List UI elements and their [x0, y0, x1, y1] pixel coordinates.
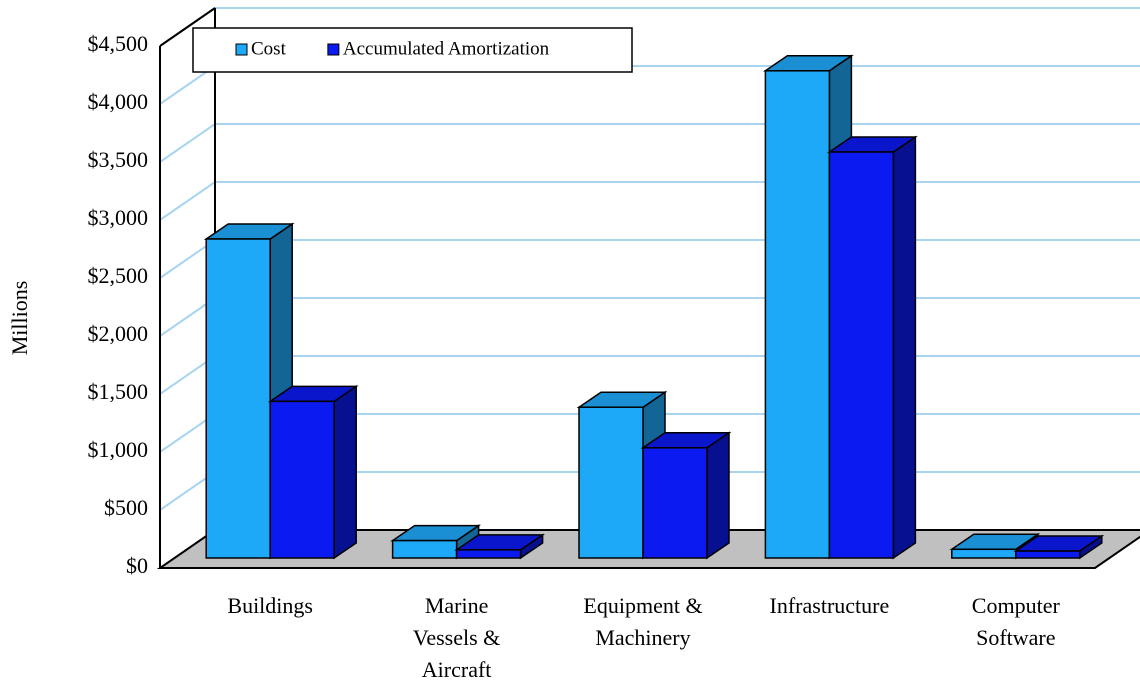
y-tick-label: $4,000 — [88, 89, 149, 114]
y-tick-label: $500 — [104, 495, 148, 520]
bar — [205, 238, 271, 559]
legend-label: Cost — [251, 38, 287, 59]
y-tick-label: $4,500 — [88, 31, 149, 56]
bar-side — [892, 135, 917, 560]
bar — [269, 400, 335, 559]
wall-top-edge — [159, 7, 216, 47]
y-tick-label: $2,000 — [88, 321, 149, 346]
bar — [455, 549, 522, 559]
y-axis-label: Millions — [7, 281, 32, 356]
y-tick-label: $0 — [126, 553, 148, 578]
bar — [391, 539, 458, 559]
x-tick-label: Equipment & Machinery — [583, 593, 703, 650]
legend-swatch — [327, 43, 340, 56]
bar — [1015, 550, 1081, 559]
bar — [578, 406, 644, 559]
x-tick-label: Infrastructure — [769, 593, 890, 618]
y-tick-label: $3,500 — [88, 147, 149, 172]
bar — [828, 151, 895, 559]
grid-line — [159, 297, 1140, 337]
bar — [764, 70, 831, 559]
grid-line — [159, 239, 1140, 279]
legend-label: Accumulated Amortization — [343, 38, 550, 59]
y-tick-label: $3,000 — [88, 205, 149, 230]
grid-line — [159, 181, 1140, 221]
y-tick-label: $2,500 — [88, 263, 149, 288]
bar-side — [333, 384, 357, 560]
bar — [642, 447, 708, 559]
bar-side — [706, 431, 730, 560]
y-tick-label: $1,500 — [88, 379, 149, 404]
bar — [951, 548, 1017, 559]
x-tick-label: Marine Vessels & Aircraft — [412, 593, 501, 682]
grid-line — [159, 123, 1140, 163]
legend-box — [192, 27, 633, 73]
y-tick-label: $1,000 — [88, 437, 149, 462]
x-tick-label: Buildings — [227, 593, 313, 618]
x-tick-label: Computer Software — [971, 593, 1060, 650]
legend-swatch — [235, 43, 248, 56]
